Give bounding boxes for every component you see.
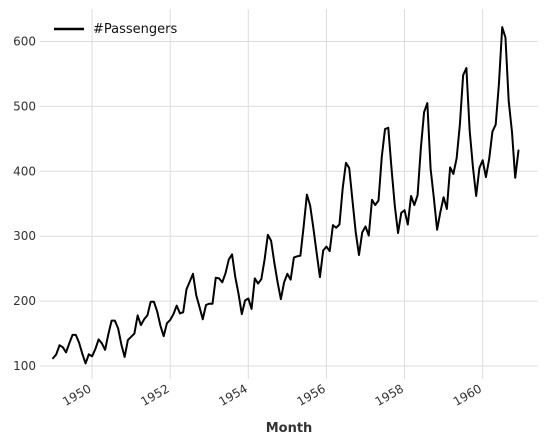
y-tick-label-500: 500 xyxy=(13,99,36,113)
y-tick-label-100: 100 xyxy=(13,359,36,373)
y-tick-label-300: 300 xyxy=(13,229,36,243)
x-axis: 1950 1952 1954 1956 1958 1960 xyxy=(60,381,484,408)
x-tick-label-1952: 1952 xyxy=(138,381,171,408)
x-tick-label-1950: 1950 xyxy=(60,381,93,408)
legend-label-passengers: #Passengers xyxy=(93,22,177,37)
x-tick-label-1958: 1958 xyxy=(373,381,406,408)
y-tick-label-200: 200 xyxy=(13,294,36,308)
series-layer xyxy=(52,26,520,365)
legend: #Passengers xyxy=(54,22,177,37)
series-line-0 xyxy=(52,26,520,365)
y-tick-label-600: 600 xyxy=(13,34,36,48)
y-tick-label-400: 400 xyxy=(13,164,36,178)
x-axis-title: Month xyxy=(266,421,313,436)
y-axis: 100 200 300 400 500 600 xyxy=(13,34,36,373)
x-tick-label-1954: 1954 xyxy=(216,381,249,408)
grid xyxy=(40,9,538,379)
x-tick-label-1956: 1956 xyxy=(294,381,327,408)
x-tick-label-1960: 1960 xyxy=(451,381,484,408)
